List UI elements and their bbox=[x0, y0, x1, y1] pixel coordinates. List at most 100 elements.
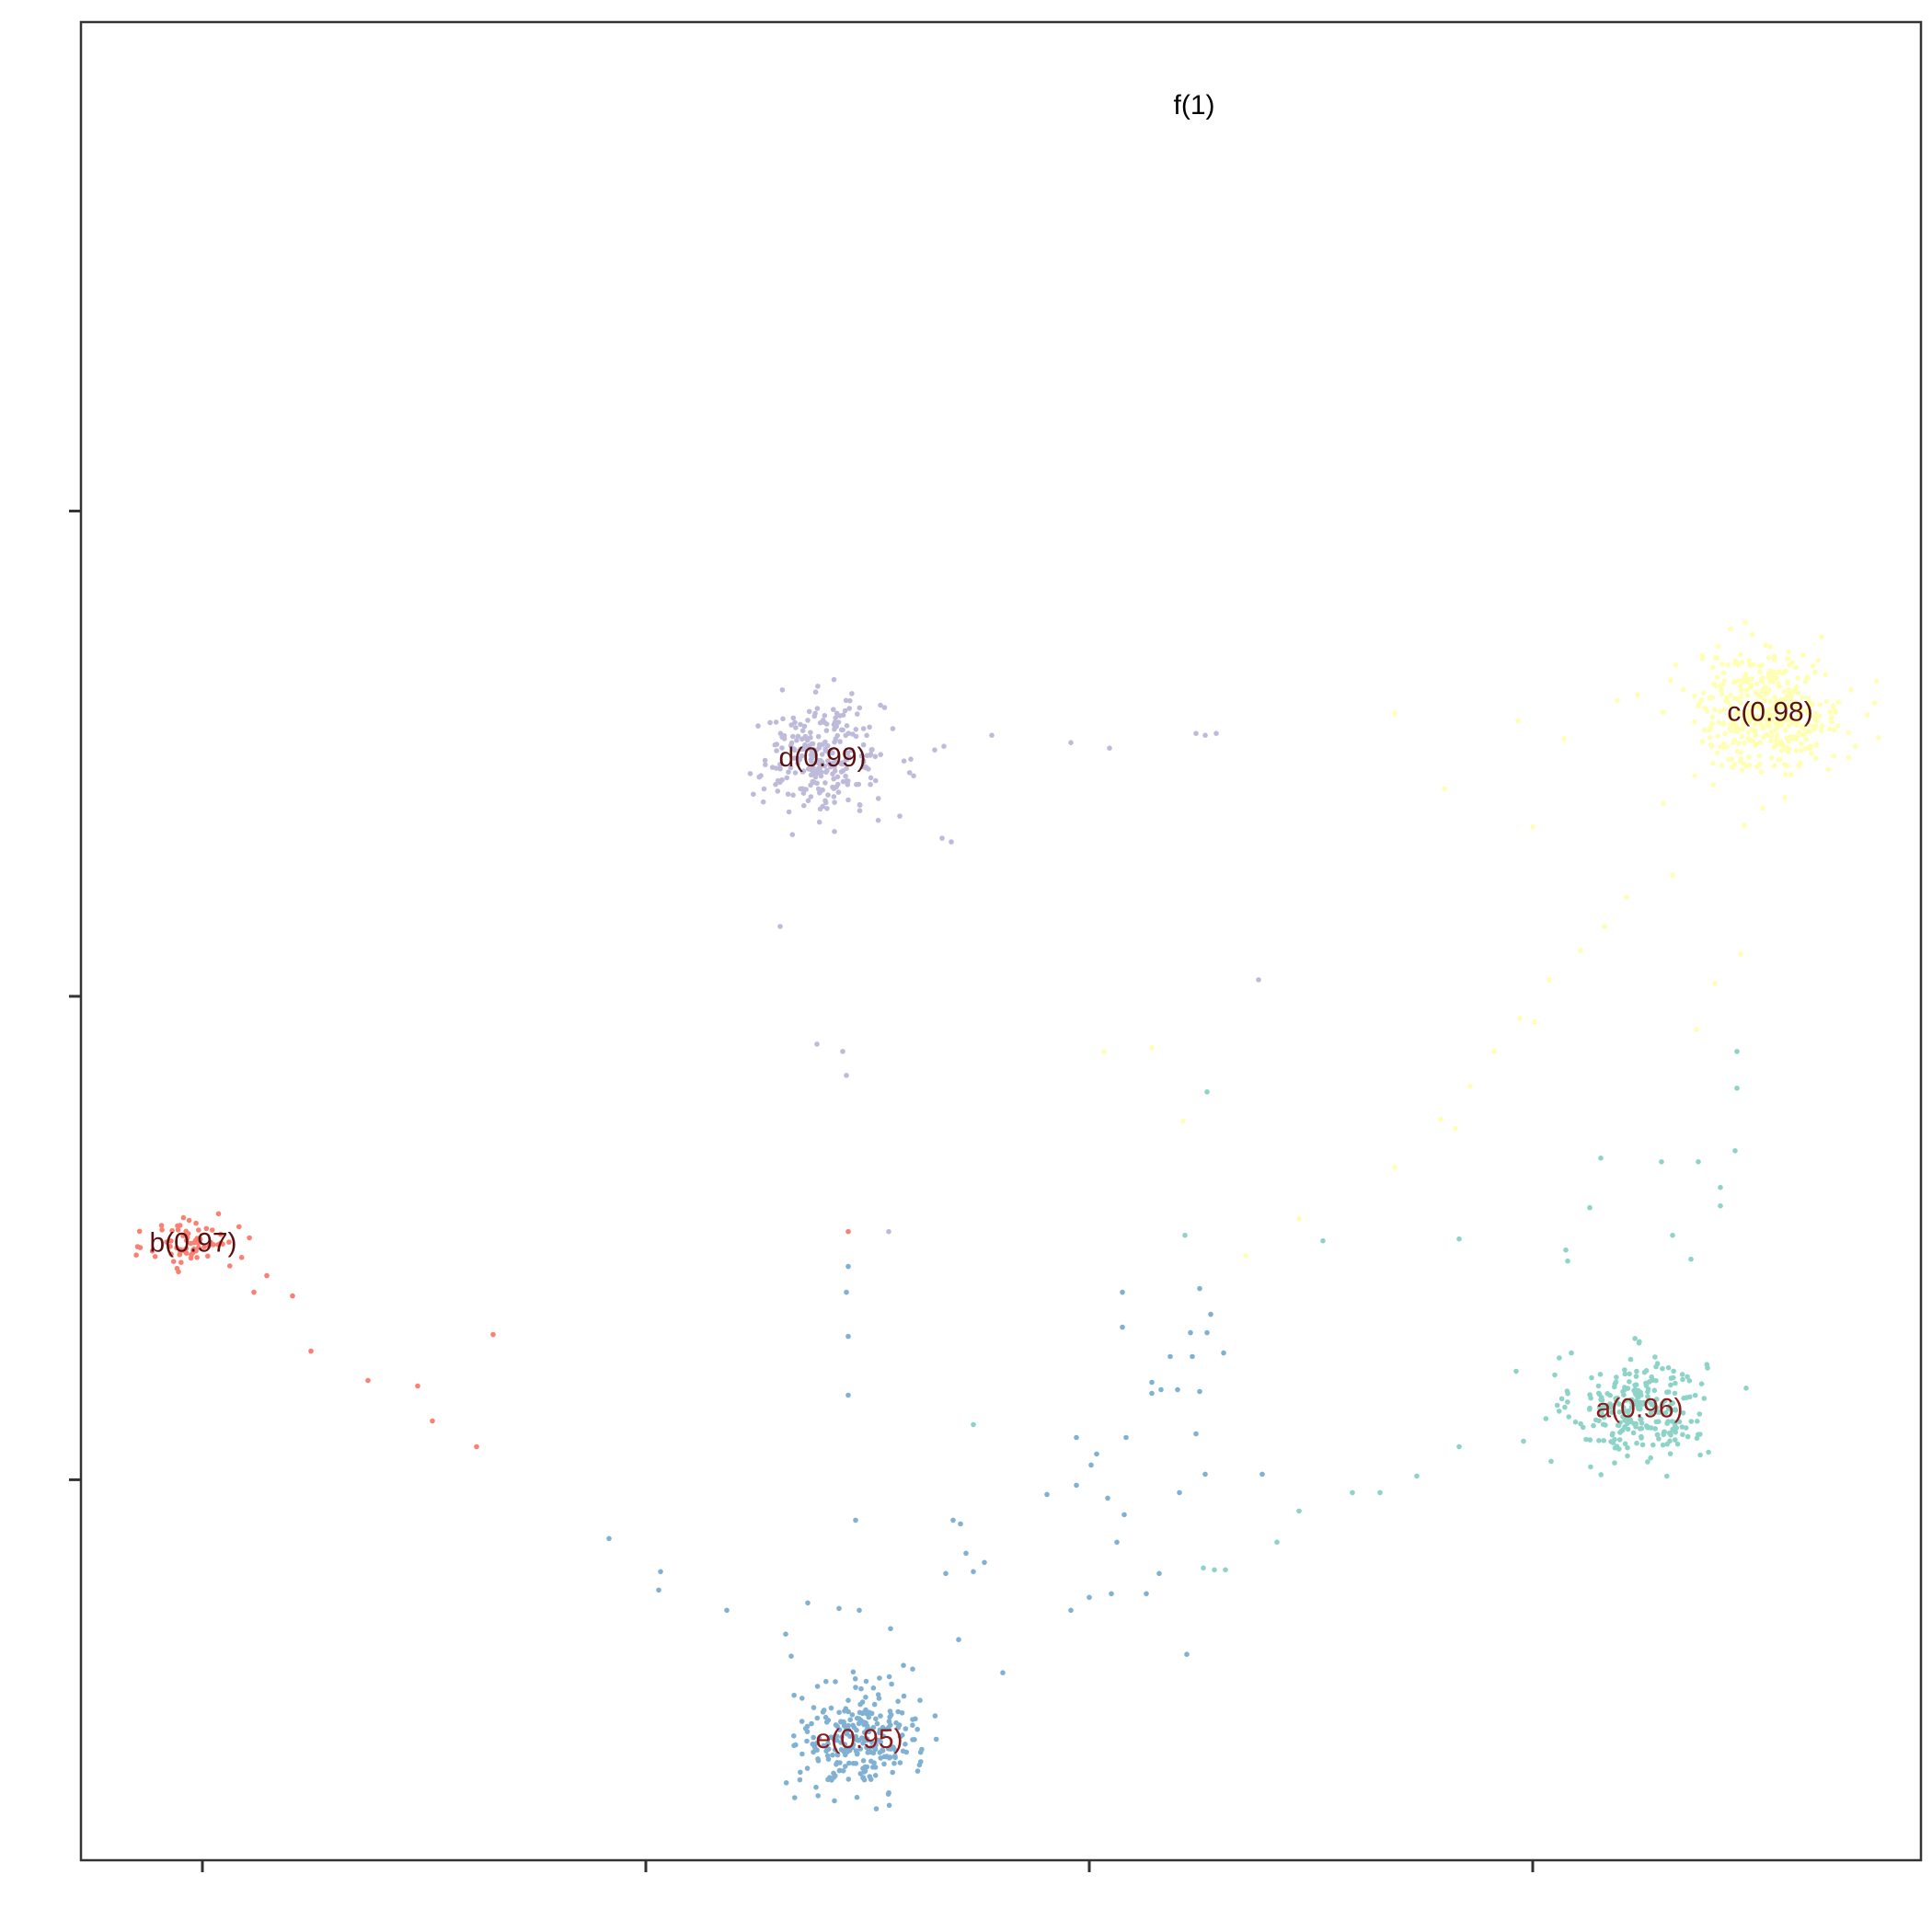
cluster-point bbox=[1830, 703, 1836, 708]
cluster-point bbox=[1786, 686, 1792, 693]
outlier-point bbox=[845, 1263, 851, 1270]
cluster-point bbox=[1612, 1460, 1617, 1466]
cluster-point bbox=[854, 781, 859, 788]
cluster-point bbox=[1811, 662, 1816, 669]
cluster-point bbox=[1637, 1339, 1642, 1345]
cluster-point bbox=[1596, 1438, 1602, 1443]
cluster-point bbox=[906, 770, 913, 776]
cluster-point bbox=[799, 746, 805, 752]
cluster-point bbox=[1754, 764, 1760, 770]
outlier-point bbox=[917, 1697, 923, 1703]
cluster-point bbox=[777, 762, 783, 767]
cluster-point bbox=[1752, 721, 1758, 728]
outlier-point bbox=[853, 1517, 858, 1524]
outlier-point bbox=[1184, 1651, 1190, 1657]
cluster-point bbox=[1620, 1405, 1627, 1410]
cluster-point bbox=[850, 1722, 856, 1729]
outlier-point bbox=[857, 1607, 862, 1614]
outlier-point bbox=[264, 1272, 270, 1279]
cluster-point bbox=[795, 733, 801, 740]
cluster-point bbox=[878, 752, 883, 757]
cluster-point bbox=[1613, 1379, 1619, 1385]
cluster-point bbox=[180, 1233, 186, 1238]
cluster-point bbox=[833, 1747, 838, 1753]
cluster-point bbox=[1651, 1387, 1658, 1394]
outlier-point bbox=[844, 1289, 849, 1295]
cluster-point bbox=[815, 770, 822, 776]
cluster-point bbox=[1793, 664, 1799, 671]
cluster-point bbox=[777, 730, 784, 736]
cluster-point bbox=[136, 1228, 143, 1235]
cluster-point bbox=[792, 770, 799, 776]
cluster-point bbox=[1580, 1424, 1586, 1431]
cluster-point bbox=[825, 792, 831, 798]
cluster-point bbox=[1767, 723, 1773, 729]
outlier-point bbox=[1088, 1462, 1094, 1468]
cluster-point bbox=[1746, 719, 1752, 725]
cluster-point bbox=[1656, 1436, 1662, 1442]
cluster-point bbox=[1747, 662, 1753, 668]
cluster-point bbox=[1727, 726, 1733, 731]
cluster-point bbox=[1751, 705, 1757, 710]
cluster-point bbox=[1700, 739, 1706, 744]
outlier-point bbox=[1552, 1372, 1558, 1378]
outlier-point bbox=[950, 1517, 956, 1524]
cluster-point bbox=[1706, 1449, 1711, 1455]
cluster-point bbox=[812, 710, 818, 717]
cluster-point bbox=[876, 1696, 882, 1701]
cluster-point bbox=[1793, 735, 1799, 741]
cluster-point bbox=[1784, 735, 1789, 741]
cluster-point bbox=[895, 1698, 901, 1705]
cluster-point bbox=[1796, 708, 1802, 714]
cluster-point bbox=[815, 786, 822, 792]
cluster-point bbox=[1696, 1432, 1701, 1438]
cluster-point bbox=[806, 742, 812, 749]
cluster-point bbox=[1607, 1392, 1613, 1398]
outlier-point bbox=[1044, 1491, 1050, 1498]
cluster-point bbox=[772, 742, 778, 748]
cluster-point bbox=[891, 1760, 897, 1766]
cluster-point bbox=[215, 1211, 222, 1217]
outlier-point bbox=[1696, 1159, 1701, 1165]
cluster-point bbox=[247, 1235, 252, 1241]
cluster-point bbox=[1805, 721, 1811, 727]
cluster-point bbox=[860, 726, 867, 731]
cluster-point bbox=[1789, 719, 1795, 726]
cluster-point bbox=[1808, 729, 1813, 734]
cluster-point bbox=[811, 771, 817, 776]
cluster-point bbox=[1609, 1409, 1615, 1415]
outlier-point bbox=[1456, 1236, 1462, 1242]
cluster-point bbox=[763, 762, 768, 767]
cluster-point bbox=[183, 1228, 189, 1235]
outlier-point bbox=[1350, 1489, 1355, 1496]
cluster-point bbox=[1707, 695, 1713, 701]
cluster-point bbox=[886, 1755, 892, 1761]
outlier-point bbox=[1377, 1489, 1383, 1496]
cluster-point bbox=[1630, 1430, 1637, 1436]
cluster-point bbox=[1632, 1336, 1638, 1341]
cluster-point bbox=[1701, 1396, 1708, 1401]
cluster-point bbox=[1686, 1378, 1693, 1384]
cluster-point bbox=[1758, 705, 1765, 711]
cluster-point bbox=[1566, 1414, 1571, 1420]
cluster-point bbox=[1656, 1419, 1662, 1424]
cluster-point bbox=[203, 1225, 210, 1232]
cluster-point bbox=[860, 742, 867, 748]
outlier-point bbox=[1718, 1184, 1723, 1190]
cluster-point bbox=[832, 829, 837, 834]
outlier-point bbox=[1453, 1126, 1458, 1132]
cluster-point bbox=[846, 706, 852, 711]
cluster-point bbox=[1667, 1403, 1673, 1409]
cluster-point bbox=[1614, 1443, 1620, 1449]
cluster-point bbox=[834, 1762, 839, 1767]
cluster-point bbox=[1784, 763, 1790, 769]
cluster-point bbox=[1767, 644, 1773, 650]
cluster-point bbox=[1787, 703, 1793, 709]
cluster-point bbox=[170, 1259, 177, 1264]
cluster-point bbox=[853, 733, 859, 740]
cluster-point bbox=[1744, 676, 1750, 682]
cluster-point bbox=[226, 1239, 232, 1245]
cluster-point bbox=[1827, 709, 1833, 715]
cluster-point bbox=[830, 750, 835, 756]
cluster-point bbox=[854, 1715, 860, 1721]
